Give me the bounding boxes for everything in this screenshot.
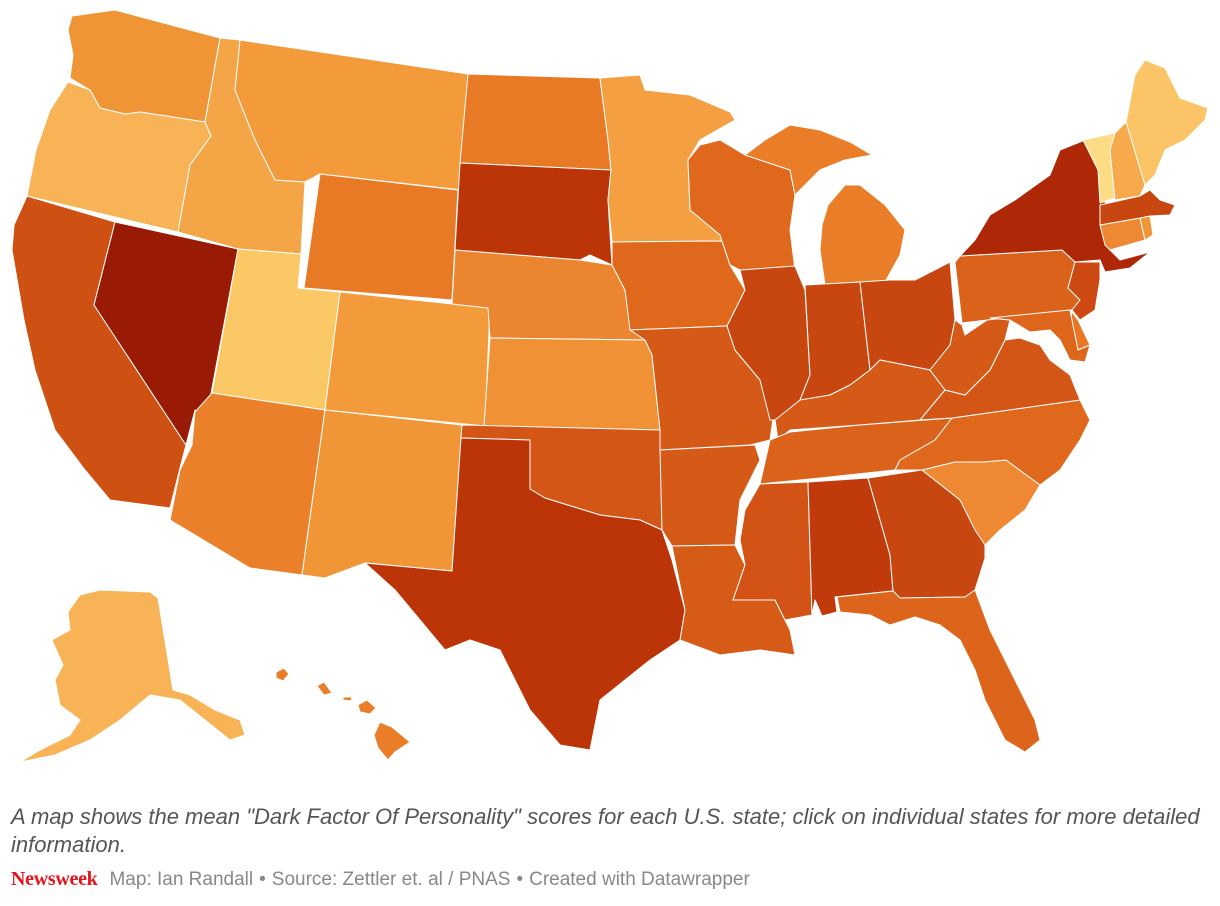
state-AZ[interactable] — [169, 392, 326, 576]
state-MA[interactable] — [1099, 189, 1176, 226]
credit-source: Source: Zettler et. al / PNAS — [271, 868, 511, 890]
newsweek-logo[interactable]: Newsweek — [11, 868, 98, 890]
state-MT[interactable] — [234, 39, 469, 191]
state-MI-UP[interactable] — [744, 124, 873, 196]
state-AR[interactable] — [659, 444, 761, 547]
separator: • — [259, 868, 266, 890]
state-HI-oahu[interactable] — [316, 681, 333, 696]
state-HI-kauai[interactable] — [275, 667, 290, 682]
state-ME[interactable] — [1125, 59, 1209, 186]
separator: • — [516, 868, 524, 890]
state-IA[interactable] — [611, 240, 746, 331]
footer-credits: Newsweek Map: Ian Randall • Source: Zett… — [11, 868, 750, 891]
state-AK[interactable] — [19, 589, 246, 763]
state-SD[interactable] — [454, 162, 613, 266]
state-NC[interactable] — [894, 399, 1091, 486]
state-MI-LP[interactable] — [819, 184, 906, 286]
state-KS[interactable] — [483, 337, 661, 431]
state-HI-molokai[interactable] — [342, 696, 353, 702]
credit-tool[interactable]: Created with Datawrapper — [529, 868, 750, 890]
state-TX[interactable] — [364, 437, 686, 751]
state-MS[interactable] — [732, 481, 813, 621]
state-HI-maui[interactable] — [357, 699, 377, 715]
state-CO[interactable] — [324, 291, 491, 427]
state-FL[interactable] — [836, 589, 1041, 753]
map-caption: A map shows the mean "Dark Factor Of Per… — [11, 804, 1200, 857]
state-NJ[interactable] — [1067, 261, 1101, 321]
us-choropleth-map — [11, 9, 1209, 763]
state-ND[interactable] — [459, 73, 612, 171]
credit-map: Map: Ian Randall — [109, 868, 254, 890]
state-HI-big[interactable] — [373, 721, 411, 761]
state-WY[interactable] — [303, 173, 459, 301]
state-MD[interactable] — [989, 309, 1091, 363]
state-KY[interactable] — [774, 359, 946, 441]
state-NM[interactable] — [301, 409, 463, 579]
